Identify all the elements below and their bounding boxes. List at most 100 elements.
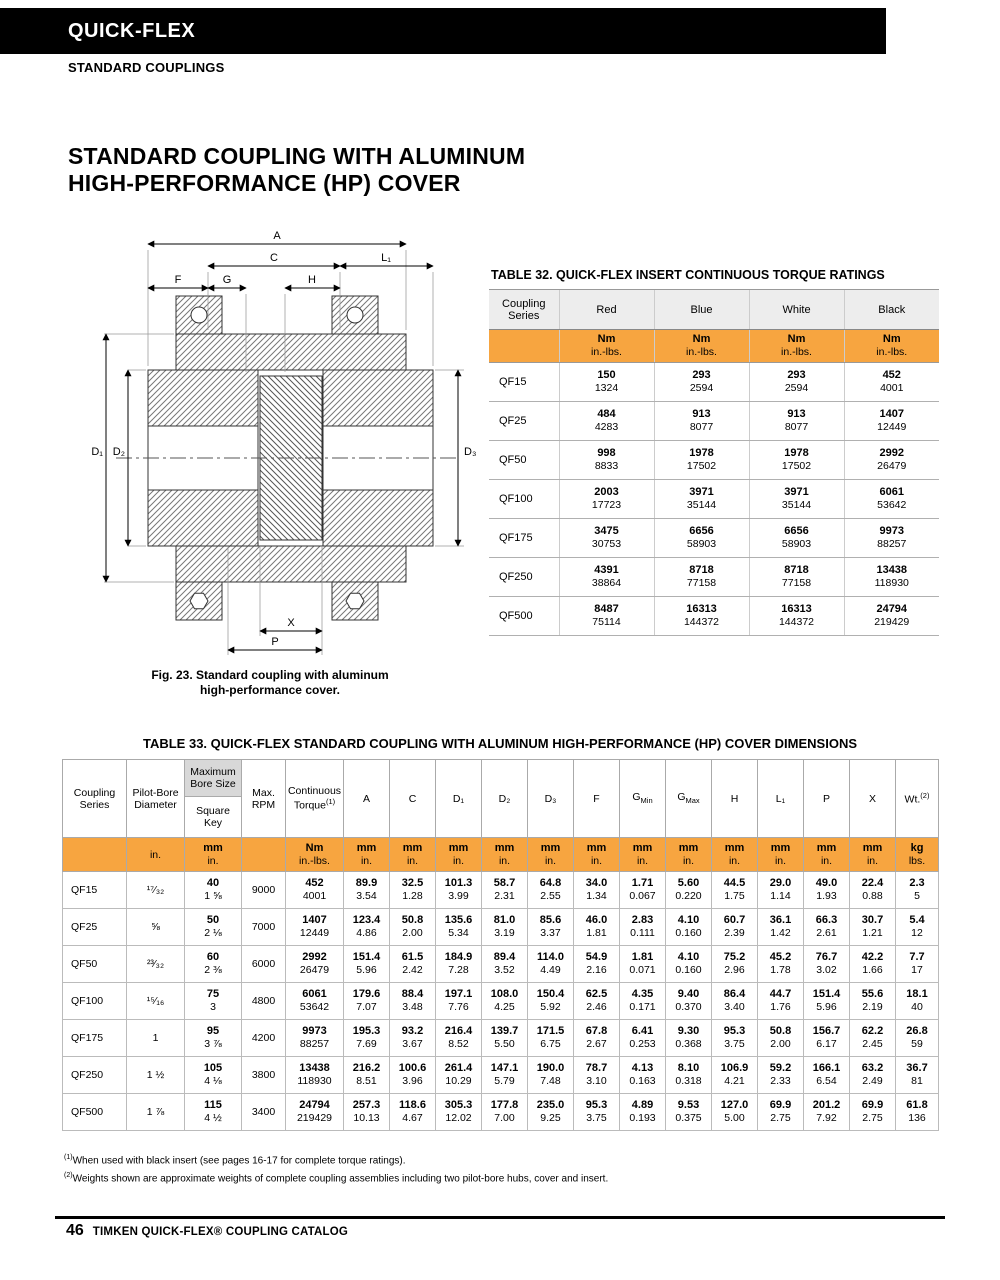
value-secondary: 2.55 [540,890,561,902]
value-secondary: 2.31 [494,890,515,902]
footnote-1-marker: (1) [64,1154,73,1161]
value-secondary: 1.78 [770,964,791,976]
page-title-line2: HIGH-PERFORMANCE (HP) COVER [68,170,461,196]
value-secondary: 4.86 [356,927,377,939]
value-primary: 4.10 [677,914,700,926]
series-cell: QF100 [489,479,559,519]
series-cell: QF100 [62,982,127,1020]
value-secondary: 12 [911,927,923,939]
dim-table-body: QF15 ¹⁷⁄₃₂ 40 1 ⅝ 9000 452 4001 89.9 3.54 32.5 1.2… [62,871,939,1131]
value-primary: 101.3 [444,877,473,889]
value-primary: 4391 [594,564,619,576]
value-primary: 95.3 [585,1099,608,1111]
value-secondary: 4.25 [494,1001,515,1013]
dim-cell: 305.3 12.02 [435,1093,482,1131]
value-secondary: 3.37 [540,927,561,939]
value-primary: 69.9 [861,1099,884,1111]
value-secondary: 17502 [686,460,717,472]
dim-cell: 61.5 2.42 [389,945,436,983]
dim-cell: 89.4 3.52 [481,945,528,983]
value: 6000 [251,958,276,970]
value-secondary: 5.34 [448,927,469,939]
dim-cell: 54.9 2.16 [573,945,620,983]
value-secondary: 3.54 [356,890,377,902]
torque-cell: 293 2594 [748,362,844,402]
dim-cell: 1407 12449 [285,908,344,946]
torque-table-head: Coupling Series Red Blue White Black Nm in.-lb… [489,289,939,363]
value-secondary: 2.39 [724,927,745,939]
dim-cell: 58.7 2.31 [481,871,528,909]
dim-cell: 62.2 2.45 [849,1019,896,1057]
series-cell: QF175 [489,518,559,558]
value-primary: 190.0 [536,1062,565,1074]
value-secondary: 58903 [686,538,717,550]
dim-label-g: G [223,274,232,286]
dim-cell: 40 1 ⅝ [184,871,242,909]
torque-col-header: Blue [653,289,749,330]
value-secondary: 2.46 [586,1001,607,1013]
footer-rule [55,1216,945,1219]
value-secondary: 88257 [299,1038,330,1050]
value-primary: 9973 [302,1025,327,1037]
dim-cell: 2.3 5 [895,871,939,909]
value-primary: 32.5 [401,877,424,889]
unit-bottom: in. [498,854,511,867]
value-secondary: 4001 [880,382,904,394]
value-primary: 29.0 [769,877,792,889]
value-primary: 305.3 [444,1099,473,1111]
value-secondary: 5.92 [540,1001,561,1013]
value-secondary: 219429 [874,616,910,628]
value-primary: 9.40 [677,988,700,1000]
torque-row: QF250 4391 38864 8718 77158 8718 77158 13438 118… [489,557,939,597]
torque-cell: 484 4283 [558,401,654,441]
dim-cell: 177.8 7.00 [481,1093,528,1131]
value-secondary: 77158 [686,577,717,589]
dim-cell: 108.0 4.25 [481,982,528,1020]
value-secondary: 12449 [877,421,907,433]
value-secondary: 2.75 [862,1112,883,1124]
value-primary: 216.2 [352,1062,381,1074]
footer-text: TIMKEN QUICK-FLEX® COUPLING CATALOG [92,1226,349,1238]
value-secondary: 0.253 [629,1038,656,1050]
value: 3800 [251,1069,276,1081]
value-primary: 216.4 [444,1025,473,1037]
value-primary: 24794 [299,1099,330,1111]
dim-cell: 1 ⅞ [126,1093,185,1131]
torque-cell: 24794 219429 [843,596,939,636]
unit-cell: mm in. [435,837,482,872]
value-primary: 58.7 [493,877,516,889]
value-secondary: 5.96 [356,964,377,976]
value-primary: 235.0 [536,1099,565,1111]
value-primary: 24794 [876,603,908,615]
value-primary: 293 [787,369,806,381]
value-secondary: 9.25 [540,1112,561,1124]
dim-cell: 8.10 0.318 [665,1056,712,1094]
dimension-row: QF50 ²³⁄₃₂ 60 2 ⅜ 6000 2992 26479 151.4 5.96 61.5… [62,945,939,983]
dim-cell: 201.2 7.92 [803,1093,850,1131]
unit-cell: mm in. [757,837,804,872]
value-primary: 8718 [689,564,714,576]
dim-cell: 9.40 0.370 [665,982,712,1020]
value-primary: 6061 [302,988,327,1000]
dimension-lines [102,240,462,654]
dim-cell: 4.10 0.160 [665,945,712,983]
hex-bolt [345,592,365,610]
series-cell: QF25 [62,908,127,946]
dim-cell: 93.2 3.67 [389,1019,436,1057]
dim-col-header: Continuous Torque(1) [285,759,344,838]
value-secondary: 53642 [299,1001,330,1013]
dim-cell: 106.9 4.21 [711,1056,758,1094]
dim-cell: 179.6 7.07 [343,982,390,1020]
dim-cell: 34.0 1.34 [573,871,620,909]
value-primary: 55.6 [861,988,884,1000]
column-label: X [868,792,876,805]
value-primary: 13438 [876,564,908,576]
value-secondary: 3.99 [448,890,469,902]
dim-cell: 156.7 6.17 [803,1019,850,1057]
dim-cell: ¹⁵⁄₁₆ [126,982,185,1020]
unit-bottom: in. [452,854,465,867]
value-secondary: 2.00 [770,1038,791,1050]
unit-cell: mm in. [481,837,528,872]
dim-cell: 139.7 5.50 [481,1019,528,1057]
